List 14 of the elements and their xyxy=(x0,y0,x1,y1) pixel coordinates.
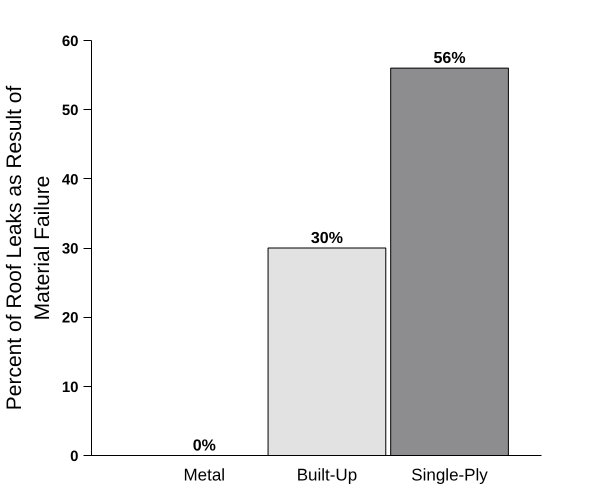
x-tick-label: Built-Up xyxy=(296,466,358,484)
data-label: 0% xyxy=(192,438,216,454)
y-tick-label: 30 xyxy=(62,240,79,258)
y-tick-label: 20 xyxy=(62,310,79,327)
y-tick-label: 60 xyxy=(62,33,79,50)
x-tick-label: Metal xyxy=(184,466,226,484)
data-label: 56% xyxy=(434,50,466,68)
y-tick-label: 10 xyxy=(62,378,79,396)
y-tick-label: 50 xyxy=(62,102,79,120)
y-tick-label: 40 xyxy=(62,171,79,188)
x-tick-label: Single-Ply xyxy=(411,466,488,484)
y-tick-label: 0 xyxy=(70,448,78,465)
y-axis-title: Percent of Roof Leaks as Result of Material Failure xyxy=(3,86,54,410)
data-label: 30% xyxy=(310,230,343,247)
